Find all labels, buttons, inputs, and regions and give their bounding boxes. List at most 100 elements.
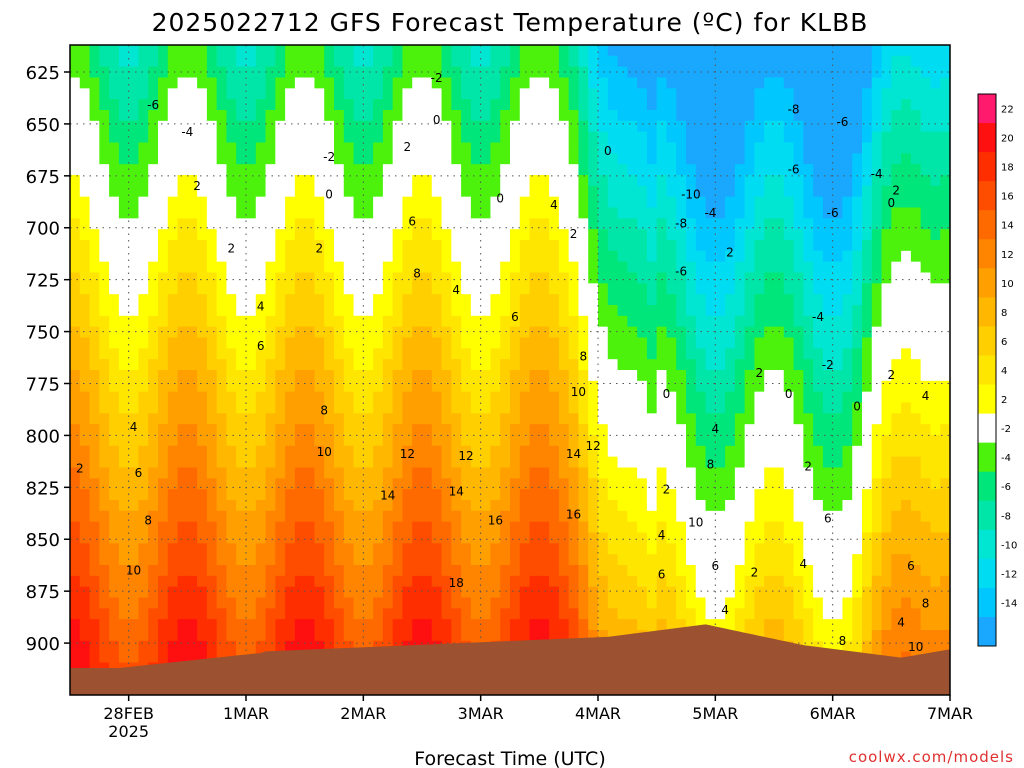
temperature-cell [373, 445, 384, 458]
temperature-cell [431, 478, 443, 490]
temperature-cell [246, 597, 257, 609]
temperature-cell [177, 88, 188, 100]
temperature-cell [676, 370, 687, 382]
temperature-cell [167, 305, 179, 317]
temperature-cell [539, 445, 550, 458]
temperature-cell [187, 294, 198, 306]
temperature-cell [549, 250, 560, 263]
temperature-cell [519, 532, 531, 544]
temperature-cell [470, 467, 482, 479]
temperature-cell [598, 283, 609, 295]
temperature-cell [822, 424, 834, 436]
temperature-cell [500, 45, 511, 57]
temperature-cell [343, 359, 355, 371]
temperature-cell [510, 250, 521, 263]
temperature-cell [519, 88, 531, 100]
temperature-cell [187, 391, 198, 404]
temperature-cell [490, 402, 501, 414]
temperature-cell [158, 435, 169, 447]
temperature-cell [128, 445, 140, 458]
temperature-cell [294, 196, 306, 209]
temperature-cell [822, 142, 834, 154]
temperature-cell [646, 272, 658, 284]
temperature-cell [128, 554, 140, 566]
temperature-cell [676, 305, 687, 317]
temperature-cell [803, 45, 814, 57]
temperature-cell [128, 586, 140, 599]
temperature-cell [89, 326, 100, 339]
temperature-cell [510, 337, 521, 349]
temperature-cell [197, 315, 208, 328]
temperature-cell [265, 120, 276, 133]
temperature-cell [79, 185, 91, 198]
temperature-cell [539, 326, 550, 339]
temperature-cell [764, 66, 775, 79]
temperature-cell [461, 402, 472, 414]
temperature-cell [402, 370, 413, 382]
temperature-cell [558, 45, 570, 57]
temperature-cell [441, 619, 452, 631]
temperature-cell [236, 294, 247, 306]
temperature-cell [216, 586, 228, 599]
temperature-cell [382, 445, 394, 458]
temperature-cell [353, 575, 364, 588]
temperature-cell [627, 305, 638, 317]
temperature-cell [510, 565, 521, 577]
temperature-cell [803, 359, 814, 371]
temperature-cell [275, 575, 286, 588]
temperature-cell [862, 207, 873, 219]
temperature-cell [461, 45, 472, 57]
temperature-cell [549, 521, 560, 534]
temperature-cell [422, 521, 433, 534]
temperature-cell [148, 456, 159, 469]
temperature-cell [148, 435, 159, 447]
temperature-cell [99, 88, 110, 100]
temperature-cell [686, 207, 697, 219]
temperature-cell [324, 543, 335, 555]
temperature-cell [637, 575, 648, 588]
temperature-cell [285, 413, 296, 425]
temperature-cell [89, 435, 100, 447]
temperature-cell [607, 500, 619, 512]
temperature-cell [510, 402, 521, 414]
temperature-cell [705, 175, 716, 187]
temperature-cell [676, 196, 687, 209]
temperature-cell [627, 240, 638, 252]
temperature-cell [607, 142, 619, 154]
temperature-cell [353, 294, 364, 306]
temperature-cell [783, 120, 795, 133]
temperature-cell [627, 164, 638, 176]
temperature-cell [500, 413, 511, 425]
temperature-cell [187, 283, 198, 295]
temperature-cell [451, 510, 462, 523]
temperature-cell [803, 185, 814, 198]
temperature-cell [255, 175, 267, 187]
temperature-cell [549, 337, 560, 349]
temperature-cell [656, 445, 668, 458]
temperature-cell [294, 250, 306, 263]
temperature-cell [206, 45, 218, 57]
temperature-cell [402, 478, 413, 490]
temperature-cell [617, 272, 628, 284]
temperature-cell [666, 315, 677, 328]
temperature-cell [138, 131, 149, 144]
temperature-cell [646, 207, 658, 219]
temperature-cell [549, 142, 560, 154]
temperature-cell [695, 250, 707, 263]
temperature-cell [637, 55, 648, 68]
temperature-cell [431, 370, 443, 382]
temperature-cell [246, 164, 257, 176]
temperature-cell [725, 543, 736, 555]
temperature-cell [70, 77, 81, 89]
temperature-cell [588, 153, 599, 165]
temperature-cell [422, 175, 433, 187]
temperature-cell [236, 391, 247, 404]
temperature-cell [862, 294, 873, 306]
temperature-cell [783, 424, 795, 436]
temperature-cell [304, 250, 316, 263]
temperature-cell [832, 575, 844, 588]
temperature-cell [705, 88, 716, 100]
temperature-cell [686, 326, 697, 339]
temperature-cell [236, 608, 247, 620]
temperature-cell [598, 153, 609, 165]
